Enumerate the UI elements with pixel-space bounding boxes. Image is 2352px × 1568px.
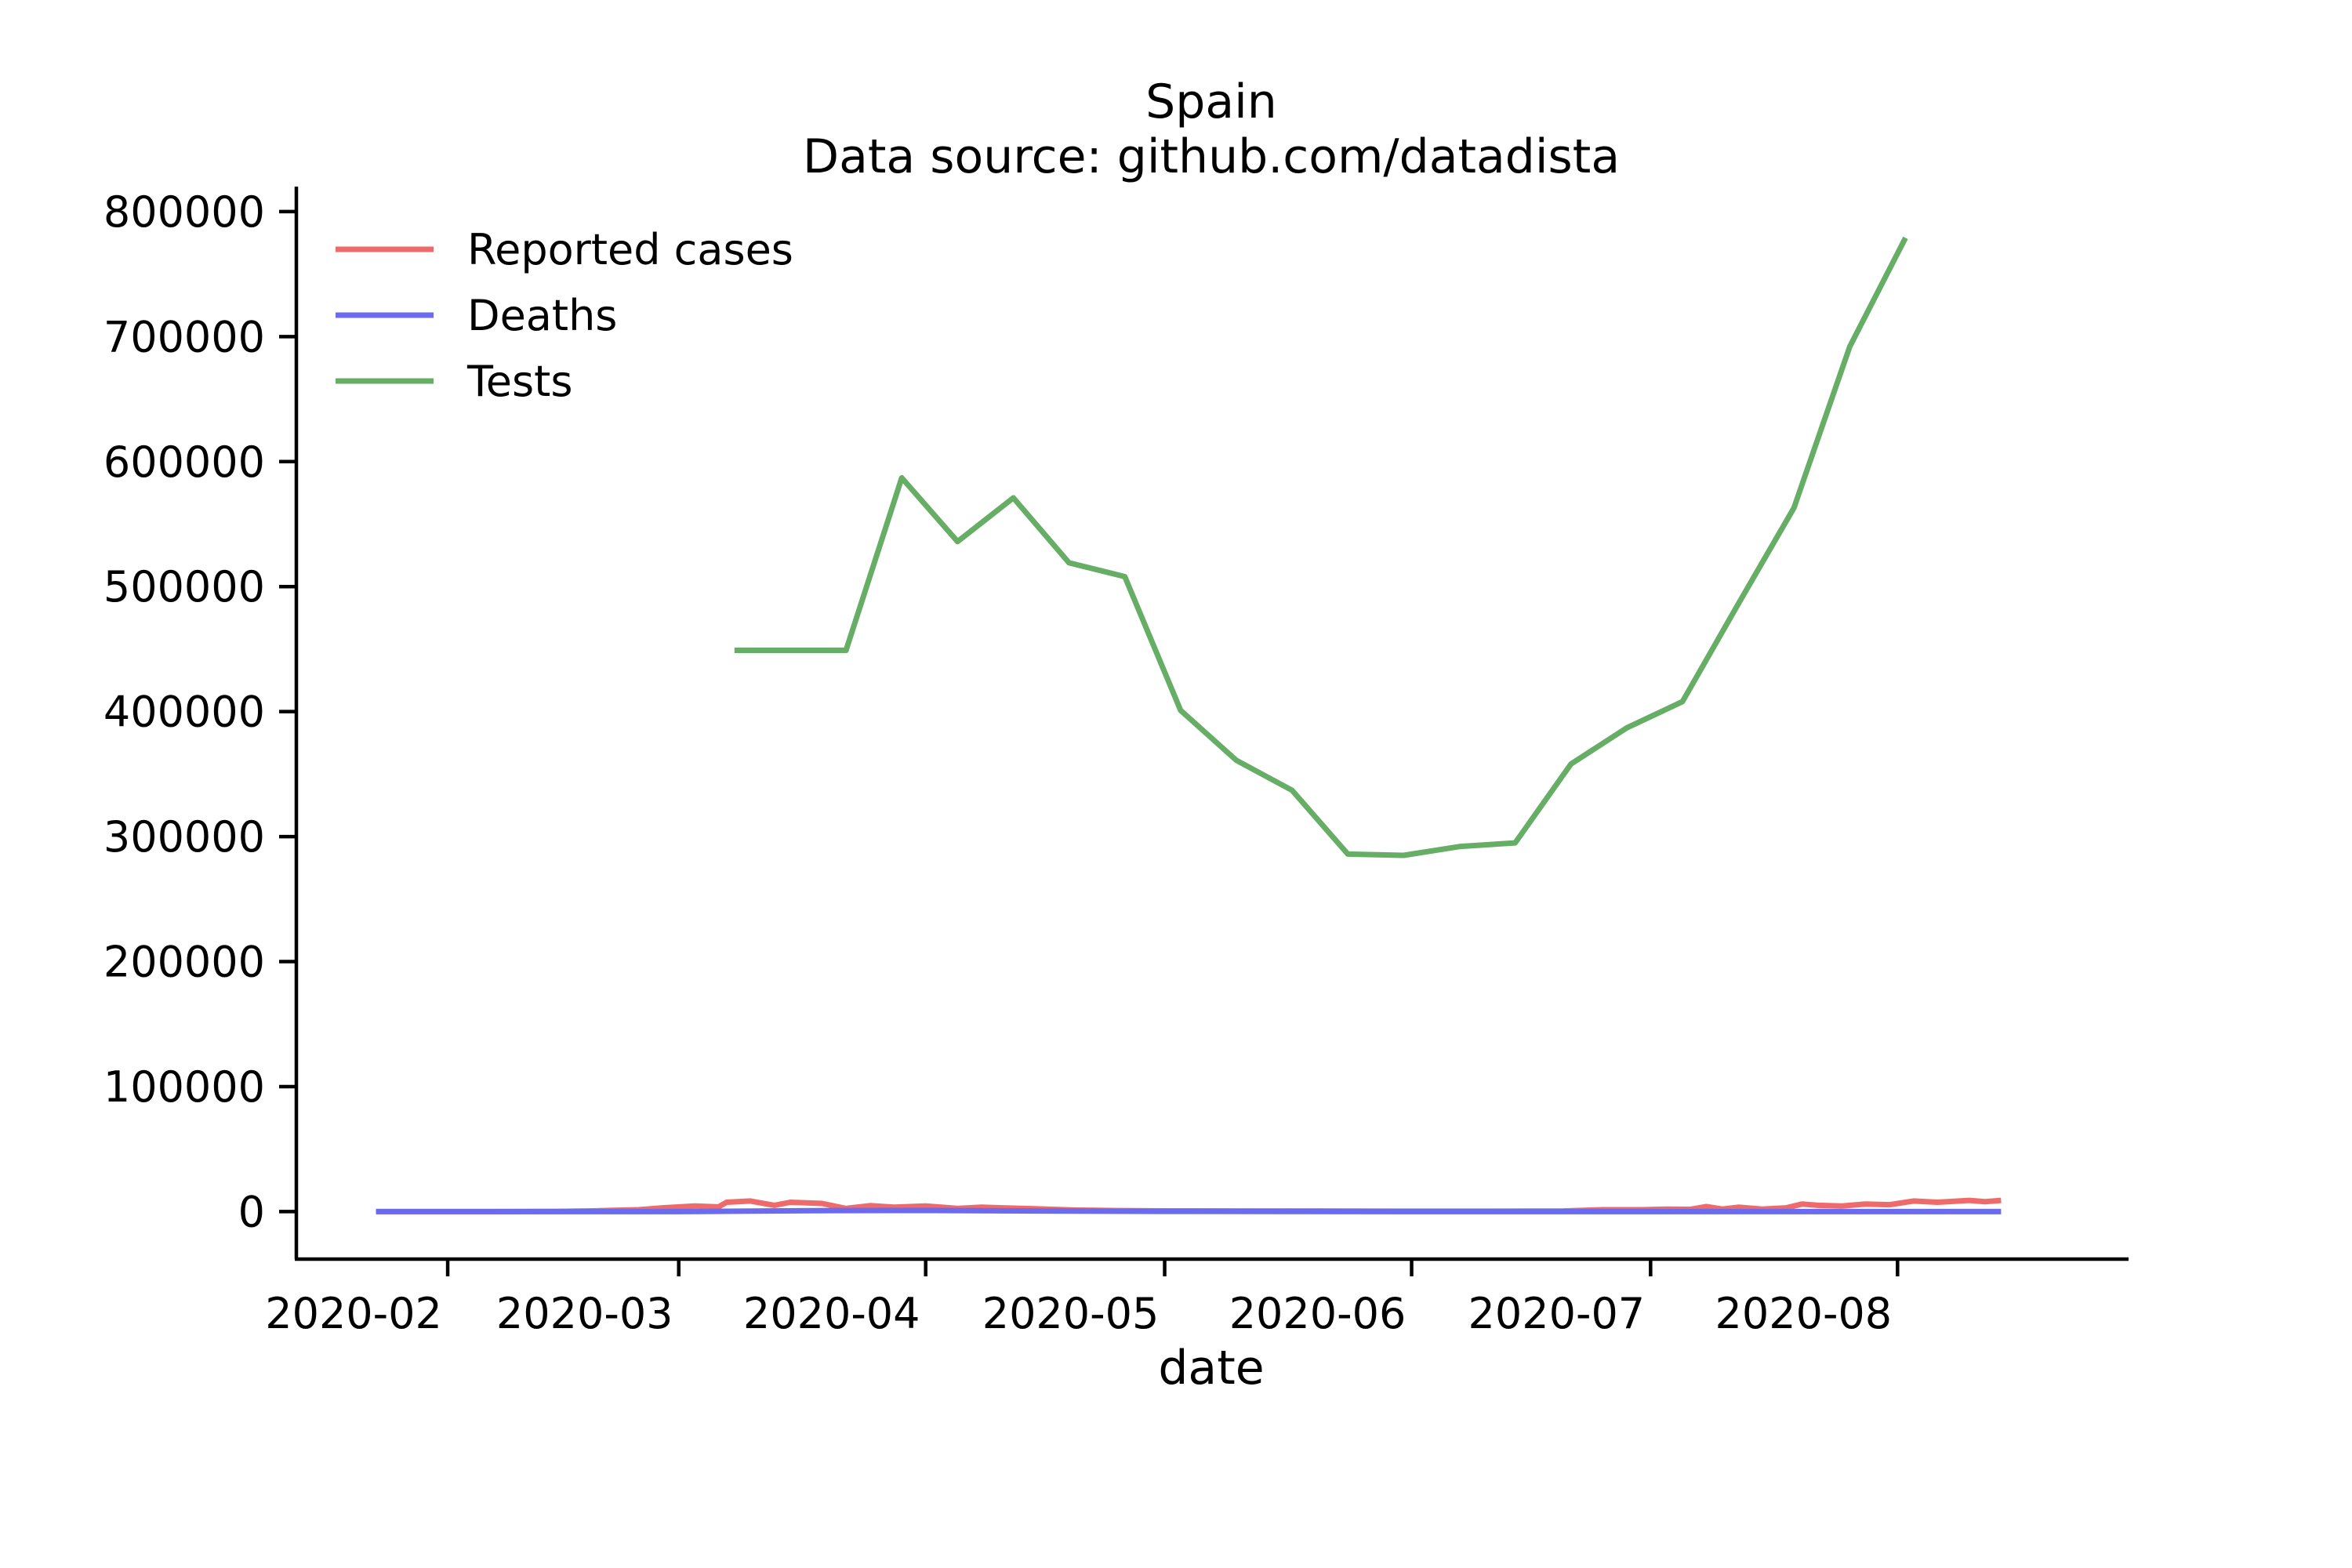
- y-tick-label: 300000: [103, 812, 265, 862]
- legend-label-tests: Tests: [466, 357, 572, 406]
- series-line-deaths: [376, 1207, 2002, 1214]
- legend-label-deaths: Deaths: [467, 291, 617, 340]
- y-tick-label: 500000: [103, 562, 265, 612]
- x-tick-label: 2020-05: [982, 1289, 1160, 1338]
- x-tick-label: 2020-04: [743, 1289, 920, 1338]
- x-tick-label: 2020-03: [496, 1289, 673, 1338]
- plot-area: 0 100000 200000 300000 400000 500000 600000 700…: [103, 187, 2129, 1338]
- x-tick-label: 2020-07: [1468, 1289, 1646, 1338]
- x-tick-label: 2020-06: [1229, 1289, 1406, 1338]
- y-tick-label: 600000: [103, 437, 265, 487]
- y-tick-label: 100000: [103, 1062, 265, 1112]
- y-tick-label: 400000: [103, 688, 265, 737]
- y-tick-label: 0: [238, 1187, 265, 1236]
- x-tick-label: 2020-02: [265, 1289, 442, 1338]
- series-line-tests: [734, 236, 1908, 858]
- chart-subtitle: Data source: github.com/datadista: [803, 129, 1620, 184]
- y-tick-label: 700000: [103, 312, 265, 361]
- legend-label-reported-cases: Reported cases: [467, 225, 793, 274]
- y-tick-label: 800000: [103, 187, 265, 237]
- y-tick-label: 200000: [103, 938, 265, 987]
- x-axis-title: date: [1158, 1341, 1264, 1396]
- chart-title: Spain: [1145, 74, 1277, 129]
- x-tick-label: 2020-08: [1715, 1289, 1893, 1338]
